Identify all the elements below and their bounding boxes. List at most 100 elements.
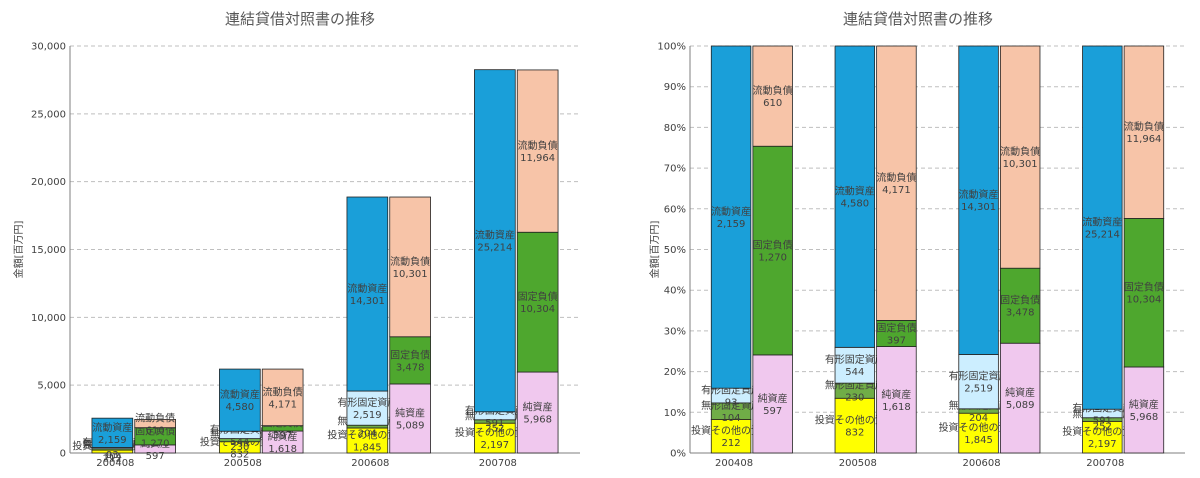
series-name-label: 流動資産: [92, 421, 132, 434]
liability-label: 10,304: [1126, 295, 1161, 306]
series-name-label: 投資その他の資産: [327, 428, 407, 441]
y-tick-label: 40%: [664, 286, 686, 297]
liability-label: 11,964: [1126, 134, 1161, 145]
asset-segment: [834, 45, 876, 348]
y-tick-label: 70%: [664, 164, 686, 175]
liability-segment: [876, 320, 917, 347]
asset-segment: [710, 45, 752, 389]
x-tick-label: 200508: [224, 458, 262, 469]
asset-label: 2,197: [1088, 439, 1117, 450]
y-tick-label: 5,000: [37, 381, 66, 392]
asset-segment: [346, 196, 389, 392]
x-tick-label: 200608: [962, 458, 1000, 469]
liability-segment: [999, 267, 1041, 344]
liability-segment: [389, 336, 431, 385]
liability-label: 1,270: [758, 253, 787, 264]
liability-segment: [876, 346, 917, 454]
asset-label: 832: [845, 428, 864, 439]
y-tick-label: 90%: [664, 82, 686, 93]
series-name-label: 流動資産: [711, 205, 751, 218]
asset-label: 832: [230, 449, 249, 460]
asset-label: 591: [1093, 415, 1112, 426]
series-name-label: 投資その他の資産: [815, 414, 895, 427]
y-tick-label: 10%: [664, 408, 686, 419]
liability-segment: [752, 45, 793, 147]
liability-label: 1,618: [882, 402, 911, 413]
series-name-label: 固定負債: [876, 321, 916, 334]
liability-label: 5,089: [396, 420, 425, 431]
liability-segment: [876, 45, 917, 321]
y-tick-label: 10,000: [31, 313, 66, 324]
series-name-label: 純資産: [395, 406, 425, 419]
chart-title: 連結貸借対照書の推移: [225, 10, 375, 28]
series-name-label: 流動負債: [263, 385, 303, 398]
series-name-label: 流動資産: [220, 388, 260, 401]
asset-label: 14,301: [961, 202, 996, 213]
asset-label: 93: [106, 450, 119, 461]
liability-label: 11,964: [520, 153, 555, 164]
asset-segment: [91, 417, 134, 448]
series-name-label: 流動資産: [959, 188, 999, 201]
x-tick-label: 200508: [839, 458, 877, 469]
series-name-label: 流動負債: [876, 171, 916, 184]
asset-label: 1,845: [353, 442, 382, 453]
series-name-label: 流動資産: [1082, 216, 1122, 229]
y-tick-label: 60%: [664, 204, 686, 215]
liability-segment: [752, 354, 793, 454]
chart-title: 連結貸借対照書の推移: [843, 10, 993, 28]
series-name-label: 流動負債: [135, 412, 175, 425]
y-tick-label: 30,000: [31, 42, 66, 53]
series-name-label: 固定負債: [753, 239, 793, 252]
series-name-label: 有形固定資産: [825, 353, 885, 366]
liability-label: 4,171: [882, 185, 911, 196]
x-tick-label: 200708: [479, 458, 517, 469]
asset-label: 25,214: [1085, 230, 1120, 241]
asset-label: 544: [845, 367, 864, 378]
series-name-label: 流動資産: [475, 229, 515, 242]
asset-label: 204: [358, 429, 377, 440]
series-name-label: 投資その他の資産: [455, 426, 535, 439]
liability-label: 1,270: [141, 438, 170, 449]
liability-segment: [389, 196, 431, 338]
series-name-label: 投資その他の資産: [939, 421, 1019, 434]
series-name-label: 有形固定資産: [949, 370, 1009, 383]
asset-segment: [958, 412, 999, 454]
series-name-label: 純資産: [523, 401, 553, 414]
liability-label: 597: [763, 406, 782, 417]
series-name-label: 投資その他の資産: [1062, 425, 1142, 438]
y-tick-label: 30%: [664, 326, 686, 337]
y-tick-label: 25,000: [31, 109, 66, 120]
asset-segment: [834, 346, 876, 384]
y-tick-label: 0: [60, 449, 66, 460]
liability-segment: [752, 145, 793, 356]
liability-label: 397: [887, 335, 906, 346]
liability-label: 5,968: [523, 415, 552, 426]
liability-label: 10,301: [393, 269, 428, 280]
x-tick-label: 200708: [1086, 458, 1124, 469]
asset-segment: [346, 390, 389, 426]
asset-label: 2,159: [98, 435, 127, 446]
liability-segment: [1123, 45, 1165, 219]
liability-label: 397: [273, 430, 292, 441]
series-name-label: 固定負債: [1000, 294, 1040, 307]
liability-label: 5,089: [1006, 400, 1035, 411]
series-name-label: 固定負債: [1124, 281, 1164, 294]
liability-label: 610: [763, 98, 782, 109]
asset-label: 2,159: [717, 219, 746, 230]
series-name-label: 流動負債: [390, 255, 430, 268]
asset-label: 204: [969, 413, 988, 424]
series-name-label: 固定負債: [518, 290, 558, 303]
asset-label: 252: [1093, 422, 1112, 433]
asset-label: 212: [103, 454, 122, 465]
liability-segment: [1123, 366, 1165, 454]
asset-segment: [474, 69, 516, 413]
y-tick-label: 15,000: [31, 245, 66, 256]
asset-segment: [834, 397, 876, 454]
asset-segment: [958, 45, 999, 355]
asset-label: 4,580: [841, 199, 870, 210]
y-tick-label: 0%: [670, 449, 686, 460]
